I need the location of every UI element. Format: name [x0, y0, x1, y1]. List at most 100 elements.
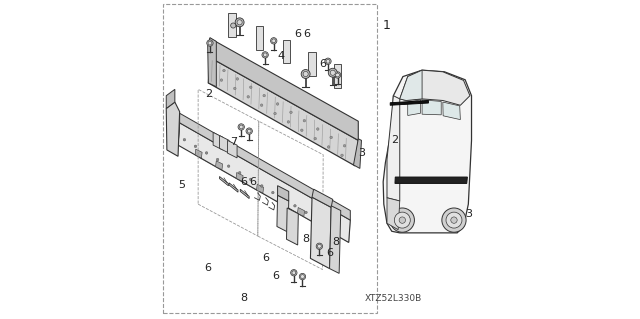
- Circle shape: [223, 69, 225, 72]
- Text: 4: 4: [278, 51, 285, 61]
- Polygon shape: [283, 40, 291, 63]
- Circle shape: [208, 41, 212, 45]
- Circle shape: [237, 20, 242, 25]
- Text: 6: 6: [294, 29, 301, 40]
- Polygon shape: [277, 195, 289, 232]
- Circle shape: [330, 136, 332, 139]
- Polygon shape: [166, 102, 180, 156]
- Text: 6: 6: [272, 271, 279, 281]
- Circle shape: [290, 111, 292, 114]
- Bar: [163, 4, 377, 313]
- Text: 3: 3: [465, 209, 472, 219]
- Polygon shape: [216, 161, 223, 170]
- Circle shape: [276, 103, 279, 105]
- Text: 6: 6: [326, 248, 333, 258]
- Polygon shape: [400, 70, 422, 100]
- Circle shape: [220, 79, 223, 81]
- Polygon shape: [278, 186, 289, 201]
- Circle shape: [330, 70, 335, 75]
- Text: 2: 2: [392, 135, 399, 145]
- Polygon shape: [208, 38, 216, 87]
- Circle shape: [235, 18, 244, 27]
- Polygon shape: [197, 131, 350, 242]
- Circle shape: [343, 145, 346, 147]
- Polygon shape: [172, 112, 180, 145]
- Circle shape: [227, 165, 230, 167]
- Circle shape: [260, 104, 263, 107]
- Polygon shape: [209, 57, 358, 166]
- Circle shape: [314, 137, 317, 140]
- Circle shape: [394, 212, 410, 228]
- Circle shape: [334, 72, 340, 78]
- Circle shape: [260, 185, 263, 187]
- Polygon shape: [210, 38, 358, 140]
- Circle shape: [207, 40, 213, 46]
- Circle shape: [239, 125, 243, 129]
- Circle shape: [287, 121, 290, 123]
- Polygon shape: [287, 208, 298, 245]
- Circle shape: [328, 68, 337, 77]
- Circle shape: [283, 198, 285, 200]
- Text: 6: 6: [262, 253, 269, 263]
- Circle shape: [272, 39, 276, 43]
- Polygon shape: [443, 102, 460, 120]
- Polygon shape: [255, 26, 263, 50]
- Polygon shape: [408, 100, 420, 115]
- Circle shape: [263, 94, 266, 97]
- Text: 6: 6: [204, 263, 211, 273]
- Circle shape: [216, 158, 219, 161]
- Circle shape: [239, 172, 241, 174]
- Circle shape: [301, 275, 305, 278]
- Polygon shape: [390, 100, 428, 105]
- Circle shape: [234, 87, 236, 90]
- Text: 2: 2: [205, 89, 212, 99]
- Circle shape: [301, 129, 303, 131]
- Text: 6: 6: [240, 177, 247, 187]
- Polygon shape: [310, 197, 331, 269]
- Circle shape: [247, 129, 251, 133]
- Text: XTZ52L330B: XTZ52L330B: [365, 294, 422, 303]
- Circle shape: [305, 211, 307, 214]
- Circle shape: [271, 191, 274, 194]
- Circle shape: [324, 58, 331, 64]
- Circle shape: [271, 38, 277, 44]
- Polygon shape: [422, 100, 441, 115]
- Text: 6: 6: [249, 177, 256, 187]
- Polygon shape: [213, 132, 223, 150]
- Circle shape: [292, 271, 296, 275]
- Circle shape: [250, 178, 252, 181]
- Polygon shape: [236, 173, 243, 182]
- Circle shape: [335, 73, 339, 77]
- Circle shape: [238, 124, 244, 130]
- Circle shape: [236, 78, 239, 80]
- Text: 3: 3: [358, 148, 365, 158]
- Text: 6: 6: [320, 59, 326, 69]
- Circle shape: [327, 146, 330, 148]
- Polygon shape: [330, 206, 340, 273]
- Polygon shape: [298, 207, 305, 216]
- Circle shape: [390, 208, 415, 232]
- Polygon shape: [229, 183, 238, 192]
- Text: 6: 6: [303, 29, 310, 40]
- Circle shape: [327, 224, 330, 227]
- Circle shape: [316, 243, 323, 249]
- Polygon shape: [277, 196, 284, 205]
- Polygon shape: [383, 70, 472, 233]
- Circle shape: [300, 273, 306, 280]
- Polygon shape: [220, 136, 229, 153]
- Circle shape: [326, 59, 330, 63]
- Circle shape: [250, 86, 252, 89]
- Circle shape: [301, 70, 310, 78]
- Circle shape: [303, 119, 306, 122]
- Circle shape: [451, 217, 457, 223]
- Circle shape: [263, 53, 267, 57]
- Circle shape: [230, 23, 236, 28]
- Circle shape: [442, 208, 466, 232]
- Circle shape: [294, 204, 296, 207]
- Polygon shape: [220, 176, 228, 186]
- Polygon shape: [166, 89, 175, 108]
- Text: 8: 8: [241, 293, 248, 303]
- Circle shape: [446, 212, 462, 228]
- Polygon shape: [228, 13, 236, 37]
- Text: 7: 7: [230, 137, 237, 147]
